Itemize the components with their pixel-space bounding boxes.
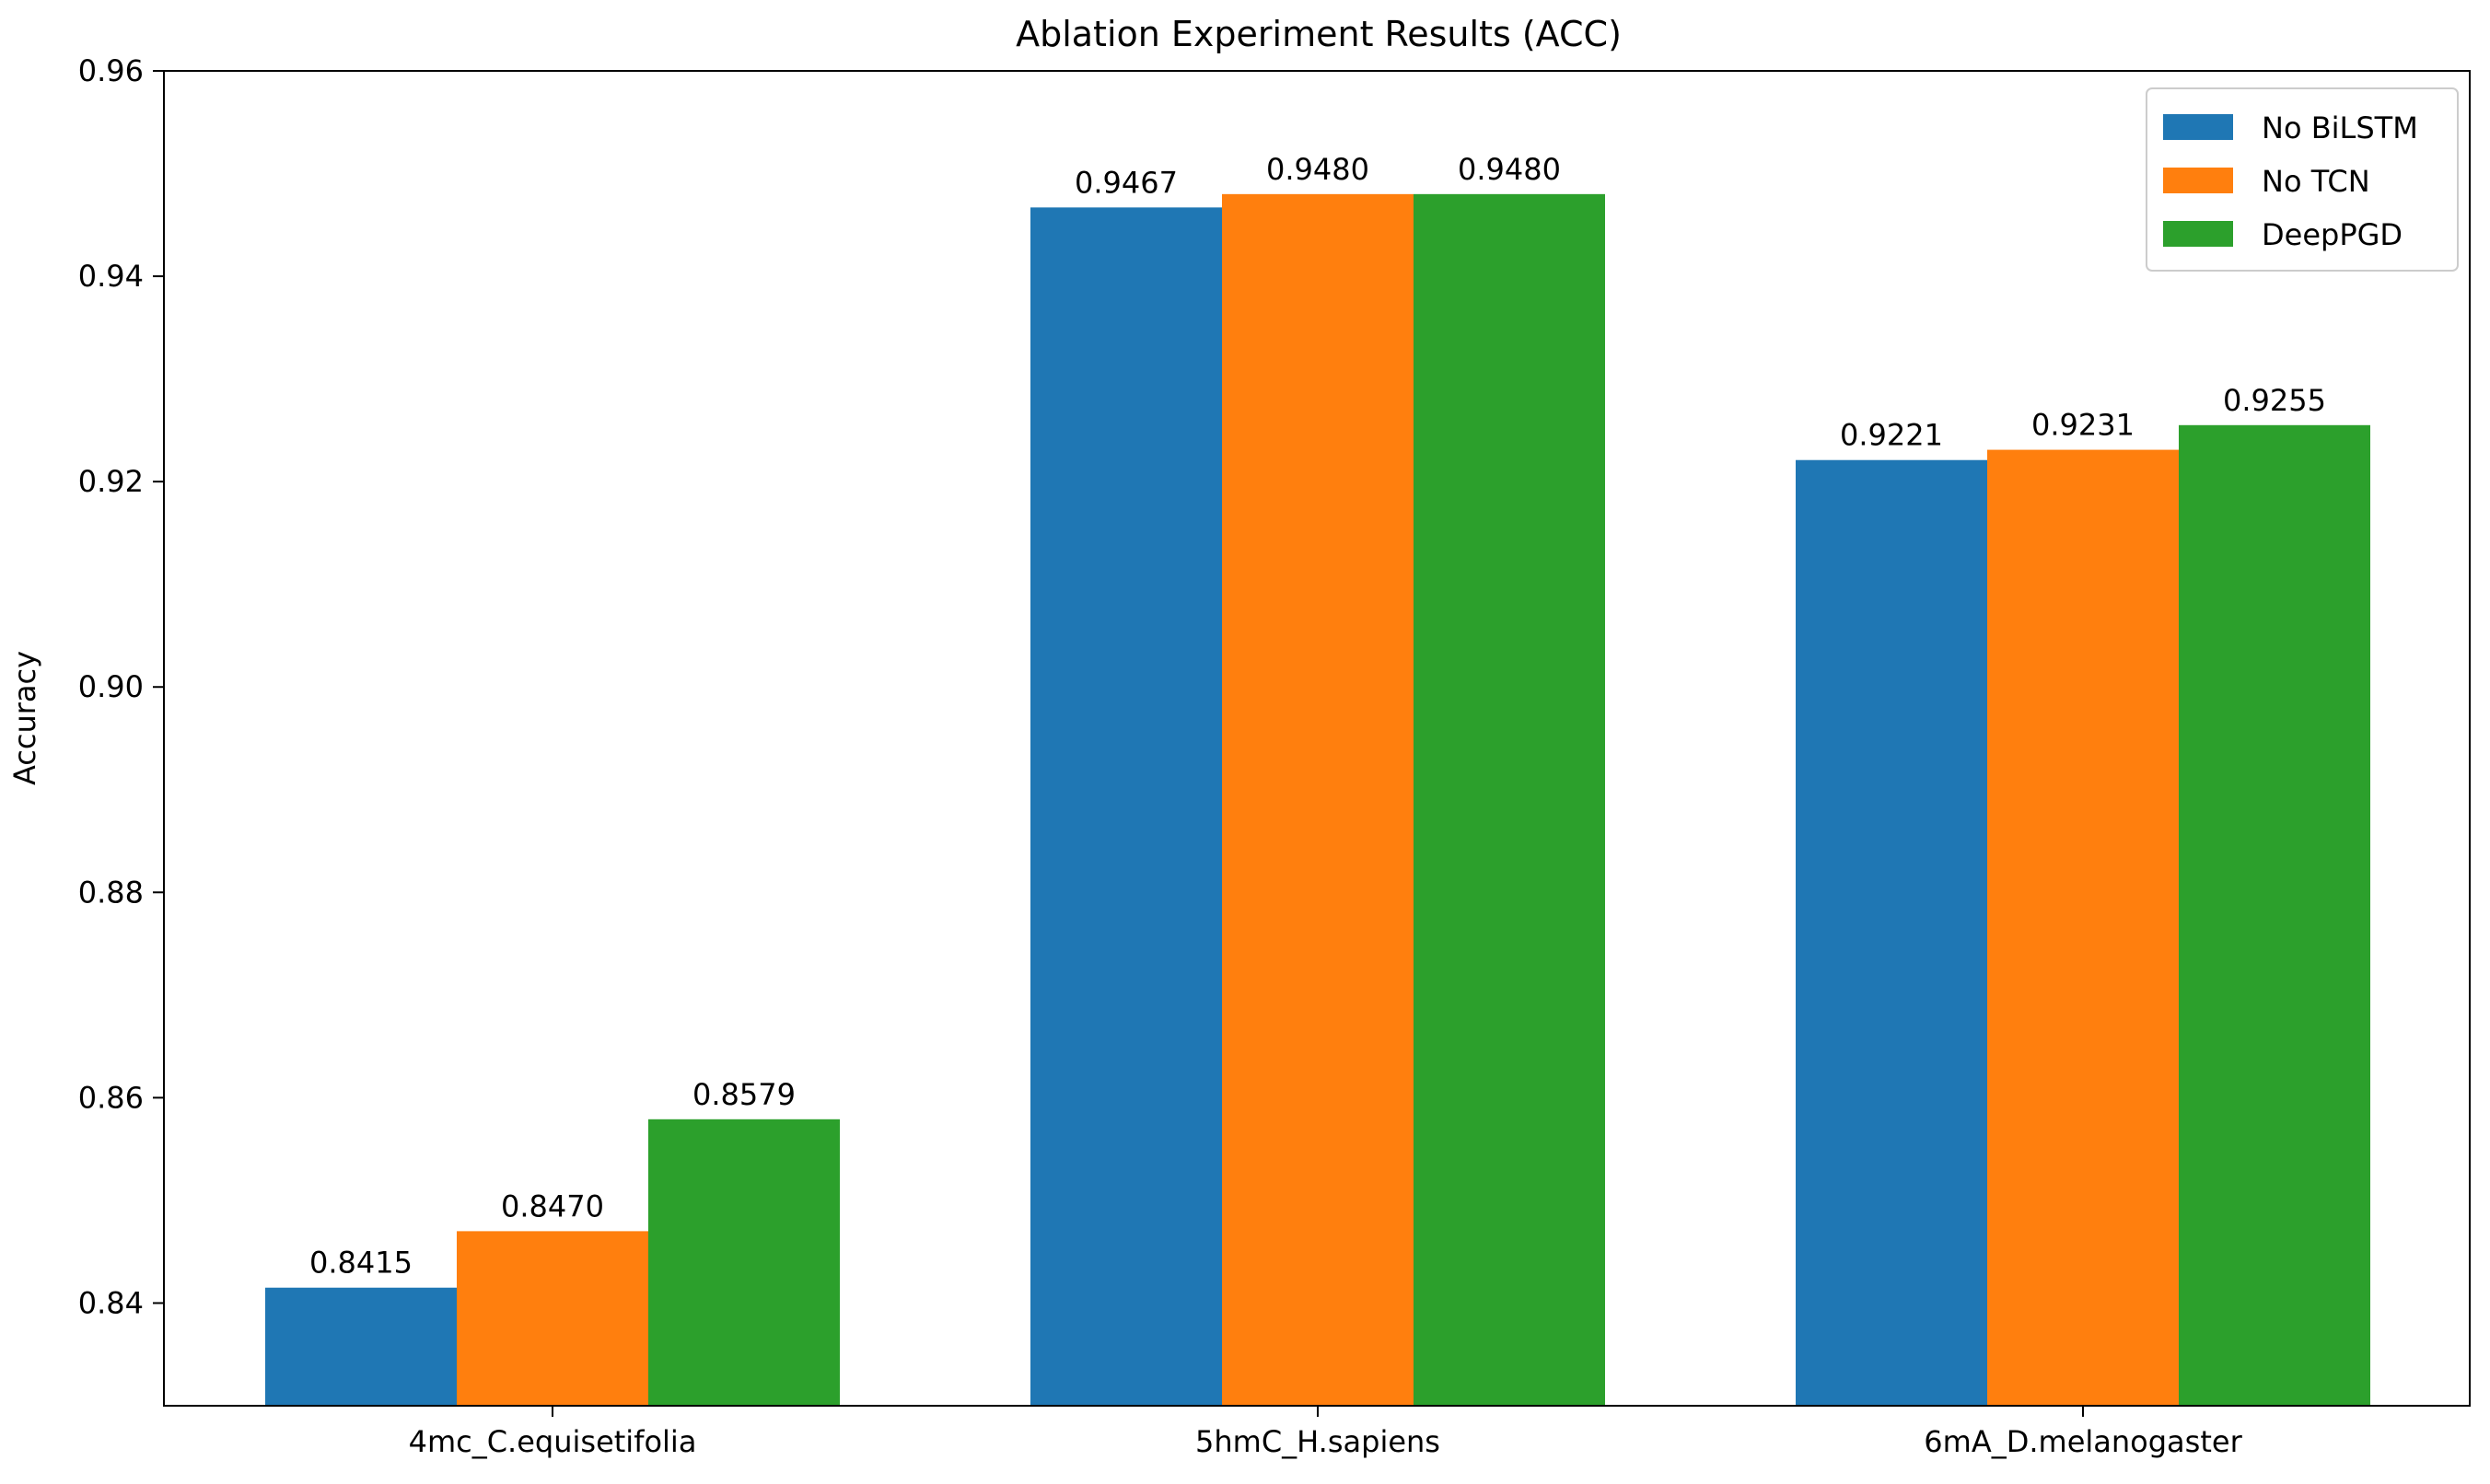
y-tick-label: 0.88 xyxy=(78,875,144,910)
bar xyxy=(1987,449,2179,1407)
x-tick-label: 6mA_D.melanogaster xyxy=(1924,1424,2242,1459)
data-labels-layer: 0.8415 0.8470 0.8579 0.9467 0.9480 0.9480 0.92… xyxy=(309,152,2326,1281)
x-tick-label: 4mc_C.equisetifolia xyxy=(409,1424,697,1459)
plot-frame xyxy=(163,70,2471,1407)
data-label: 0.8579 xyxy=(692,1077,796,1112)
x-tick-label: 5hmC_H.sapiens xyxy=(1195,1424,1440,1459)
y-tick-label: 0.90 xyxy=(78,669,144,704)
legend-label: No TCN xyxy=(2262,164,2370,199)
bars-layer xyxy=(265,193,2370,1407)
bar xyxy=(1222,193,1414,1406)
data-label: 0.8415 xyxy=(309,1246,413,1281)
y-tick-label: 0.84 xyxy=(78,1285,144,1320)
legend-label: DeepPGD xyxy=(2262,217,2403,252)
data-label: 0.9221 xyxy=(1840,418,1943,453)
data-label: 0.9467 xyxy=(1075,165,1178,200)
y-tick-label: 0.96 xyxy=(78,53,144,88)
chart-title: Ablation Experiment Results (ACC) xyxy=(1016,14,1622,54)
data-label: 0.9255 xyxy=(2223,383,2326,418)
legend-swatch xyxy=(2163,114,2233,140)
legend-label: No BiLSTM xyxy=(2262,110,2418,145)
bar xyxy=(1414,193,1605,1406)
bar xyxy=(2179,424,2370,1407)
bar xyxy=(1030,207,1222,1406)
y-tick-label: 0.92 xyxy=(78,464,144,499)
data-label: 0.9231 xyxy=(2031,408,2135,443)
bar xyxy=(457,1231,648,1406)
y-axis-title: Accuracy xyxy=(7,651,42,785)
data-label: 0.8470 xyxy=(501,1188,604,1223)
legend-swatch xyxy=(2163,168,2233,193)
y-tick-label: 0.86 xyxy=(78,1080,144,1115)
legend: No BiLSTM No TCN DeepPGD xyxy=(2146,87,2459,272)
x-axis: 4mc_C.equisetifolia 5hmC_H.sapiens 6mA_D.m… xyxy=(409,1406,2243,1459)
bar xyxy=(648,1119,840,1406)
bar xyxy=(1796,459,1987,1407)
legend-swatch xyxy=(2163,221,2233,247)
y-axis: 0.84 0.86 0.88 0.90 0.92 0.94 0.96 xyxy=(78,53,164,1320)
data-label: 0.9480 xyxy=(1458,152,1561,187)
y-tick-label: 0.94 xyxy=(78,259,144,294)
bar xyxy=(265,1287,457,1406)
data-label: 0.9480 xyxy=(1266,152,1369,187)
